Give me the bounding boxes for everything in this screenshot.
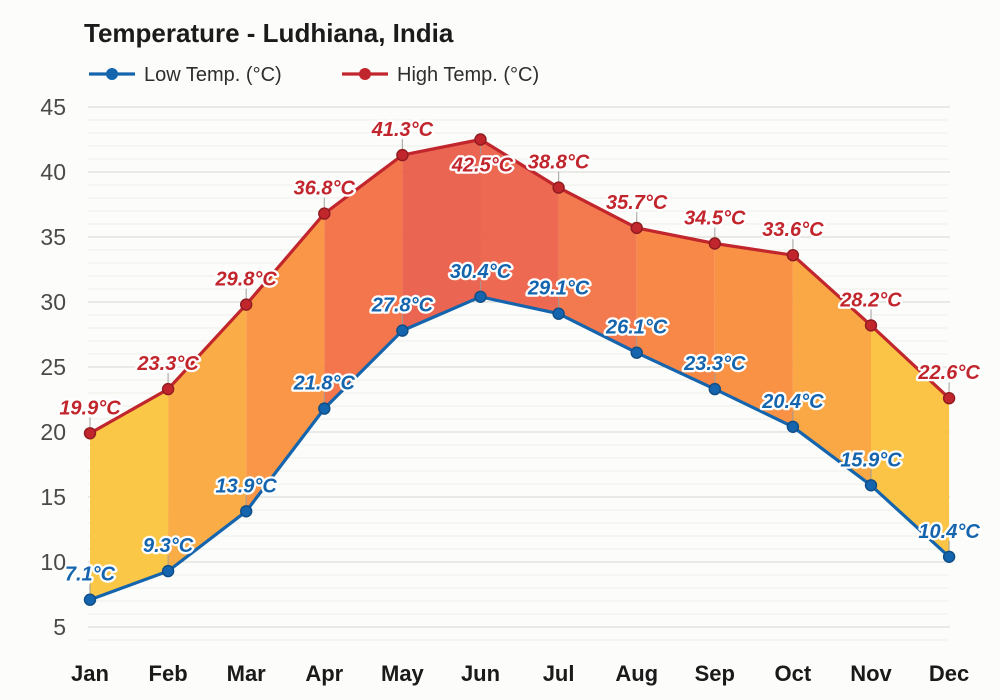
y-axis-label: 10 [40, 549, 66, 575]
legend-label-low: Low Temp. (°C) [144, 64, 282, 86]
data-point-low[interactable] [708, 382, 721, 396]
data-point-high[interactable] [318, 207, 331, 220]
value-label-high: 41.3°C [371, 119, 434, 141]
data-point-low[interactable] [474, 290, 487, 303]
data-point-high[interactable] [942, 392, 956, 405]
value-label-high: 29.8°C [215, 269, 278, 291]
high-temp-line [88, 137, 951, 435]
low-temp-line [88, 295, 951, 602]
temp-band [324, 155, 403, 409]
temp-band [402, 139, 481, 331]
data-point-high[interactable] [239, 298, 253, 311]
x-axis-label: Nov [850, 661, 892, 686]
high-series-marker-icon [359, 68, 371, 80]
data-point-high[interactable] [864, 319, 878, 332]
x-axis-label: Feb [149, 661, 188, 686]
temp-band [871, 325, 950, 557]
temperature-bands [90, 139, 950, 600]
x-axis-label: Dec [929, 661, 969, 686]
data-point-high[interactable] [630, 221, 643, 235]
value-label-low: 21.8°C [293, 373, 356, 395]
data-point-low[interactable] [552, 307, 565, 320]
data-point-low[interactable] [396, 324, 409, 337]
low-series-marker-icon [106, 68, 118, 80]
data-point-low[interactable] [161, 564, 175, 578]
y-axis-label: 20 [40, 419, 66, 445]
temp-band [246, 213, 325, 512]
value-label-high: 22.6°C [917, 362, 980, 384]
data-point-high[interactable] [474, 133, 487, 146]
value-label-high: 38.8°C [528, 152, 590, 174]
value-label-low: 9.3°C [143, 535, 194, 557]
value-label-high: 33.6°C [762, 219, 824, 241]
value-label-high: 34.5°C [684, 208, 746, 230]
x-axis-label: Jan [71, 661, 109, 686]
data-point-low[interactable] [630, 346, 643, 359]
y-axis-label: 25 [40, 354, 66, 380]
series-layer: 7.1°C 9.3°C 13.9°C 21.8°C 27.8°C 30.4°C 29.1°C… [57, 117, 983, 606]
value-label-high: 36.8°C [294, 178, 356, 200]
data-point-high[interactable] [396, 148, 409, 162]
x-axis-label: Oct [775, 661, 812, 686]
legend-item-low-temp[interactable]: Low Temp. (°C) [89, 64, 282, 86]
temp-band [90, 389, 169, 600]
value-label-low: 23.3°C [683, 353, 746, 375]
value-label-low: 13.9°C [216, 475, 278, 497]
temp-band [714, 243, 793, 427]
value-label-low: 29.1°C [527, 278, 590, 300]
value-label-low: 10.4°C [918, 521, 980, 543]
value-label-low: 27.8°C [371, 295, 434, 317]
temp-band [558, 187, 637, 353]
data-point-high[interactable] [161, 382, 175, 396]
x-axis-label: Sep [695, 661, 735, 686]
value-label-high: 28.2°C [839, 289, 902, 311]
temp-band [480, 139, 559, 314]
value-label-high: 23.3°C [136, 353, 199, 375]
x-axis-label: May [381, 661, 425, 686]
x-axis-label: Apr [305, 661, 343, 686]
legend-label-high: High Temp. (°C) [397, 64, 539, 86]
data-point-low[interactable] [83, 593, 97, 606]
y-axis-label: 30 [40, 289, 66, 315]
value-label-low: 20.4°C [761, 391, 824, 413]
x-axis-label: Mar [227, 661, 267, 686]
data-point-high[interactable] [708, 237, 721, 250]
x-axis-label: Jul [543, 661, 575, 686]
axis-labels: 5 10 15 20 25 30 35 40 45 Jan Feb Mar Apr May Jun Jul Au… [40, 94, 969, 686]
data-point-low[interactable] [239, 505, 253, 518]
value-label-high: 19.9°C [59, 397, 121, 419]
value-label-high: 42.5°C [451, 155, 514, 177]
temp-band [792, 255, 871, 486]
data-point-high[interactable] [83, 427, 97, 440]
data-point-low[interactable] [864, 479, 878, 492]
data-point-high[interactable] [552, 181, 565, 194]
legend-item-high-temp[interactable]: High Temp. (°C) [342, 64, 539, 86]
temp-band [636, 227, 715, 390]
data-point-low[interactable] [942, 550, 956, 563]
y-axis-label: 5 [53, 614, 66, 640]
data-point-low[interactable] [318, 402, 331, 415]
legend: Low Temp. (°C) High Temp. (°C) [89, 64, 539, 86]
y-axis-label: 45 [40, 94, 66, 120]
value-label-low: 26.1°C [605, 317, 668, 339]
value-label-low: 30.4°C [450, 261, 512, 283]
y-axis-label: 35 [40, 224, 66, 250]
data-point-low[interactable] [786, 420, 800, 433]
value-label-high: 35.7°C [606, 192, 668, 214]
value-label-low: 7.1°C [65, 564, 116, 586]
temp-band [168, 304, 247, 572]
value-label-low: 15.9°C [840, 449, 902, 471]
y-axis-label: 40 [40, 159, 66, 185]
x-axis-label: Aug [615, 661, 658, 686]
data-point-high[interactable] [786, 248, 800, 262]
x-axis-label: Jun [461, 661, 500, 686]
chart-title: Temperature - Ludhiana, India [84, 18, 454, 48]
y-axis-label: 15 [40, 484, 66, 510]
